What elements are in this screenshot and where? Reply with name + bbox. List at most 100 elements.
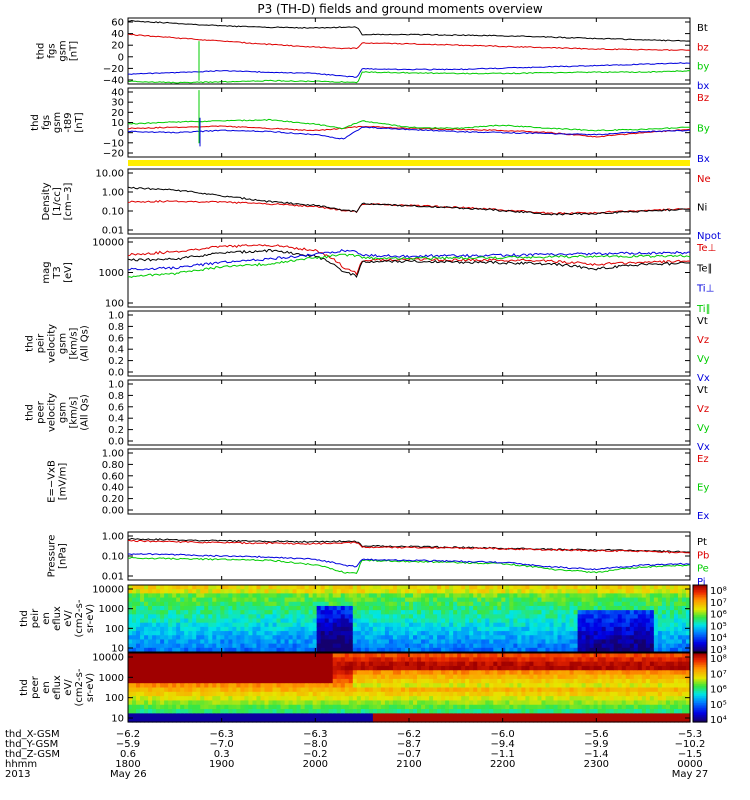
- spectrogram-cell: [493, 614, 498, 620]
- spectrogram-cell: [368, 601, 374, 607]
- spectrogram-cell: [152, 589, 157, 594]
- spectrogram-cell: [665, 665, 671, 671]
- spectrogram-cell: [216, 678, 221, 684]
- spectrogram-cell: [184, 687, 189, 693]
- spectrogram-cell: [232, 661, 237, 667]
- spectrogram-cell: [140, 585, 145, 590]
- spectrogram-cell: [316, 585, 322, 590]
- spectrogram-cell: [140, 626, 145, 632]
- spectrogram-cell: [529, 647, 535, 653]
- spectrogram-cell: [348, 696, 354, 702]
- spectrogram-cell: [461, 713, 466, 719]
- spectrogram-cell: [581, 605, 587, 611]
- spectrogram-cell: [677, 704, 683, 710]
- spectrogram-cell: [352, 610, 358, 615]
- spectrogram-cell: [641, 605, 647, 611]
- spectrogram-cell: [481, 691, 486, 697]
- spectrogram-cell: [216, 683, 221, 689]
- spectrogram-cell: [136, 674, 141, 680]
- spectrogram-cell: [304, 661, 310, 667]
- spectrogram-cell: [661, 622, 667, 628]
- spectrogram-cell: [553, 589, 559, 594]
- spectrogram-cell: [573, 597, 579, 603]
- spectrogram-cell: [521, 704, 527, 710]
- spectrogram-cell: [368, 585, 374, 590]
- spectrogram-cell: [485, 618, 490, 624]
- spectrogram-cell: [128, 687, 133, 693]
- y-tick-label: 0: [118, 52, 124, 63]
- spectrogram-cell: [493, 665, 498, 671]
- spectrogram-cell: [477, 589, 482, 594]
- spectrogram-cell: [461, 704, 466, 710]
- spectrogram-cell: [449, 626, 454, 632]
- spectrogram-cell: [388, 709, 394, 714]
- spectrogram-cell: [336, 614, 342, 620]
- spectrogram-cell: [437, 704, 442, 710]
- spectrogram-cell: [200, 643, 205, 649]
- series-line-Ni: [127, 186, 690, 216]
- spectrogram-cell: [569, 683, 575, 689]
- spectrogram-cell: [661, 683, 667, 689]
- spectrogram-cell: [160, 687, 165, 693]
- spectrogram-cell: [332, 713, 338, 719]
- spectrogram-cell: [649, 687, 655, 693]
- spectrogram-cell: [481, 657, 486, 663]
- spectrogram-cell: [433, 670, 438, 676]
- spectrogram-cell: [445, 661, 450, 667]
- spectrogram-cell: [577, 657, 583, 663]
- spectrogram-cell: [180, 631, 185, 636]
- spectrogram-cell: [541, 653, 547, 658]
- spectrogram-cell: [613, 601, 619, 607]
- spectrogram-cell: [344, 635, 350, 641]
- spectrogram-cell: [497, 626, 502, 632]
- spectrogram-cell: [192, 605, 197, 611]
- spectrogram-cell: [553, 643, 559, 649]
- spectrogram-cell: [188, 683, 193, 689]
- spectrogram-cell: [296, 647, 302, 653]
- spectrogram-cell: [629, 647, 635, 653]
- spectrogram-cell: [132, 589, 137, 594]
- spectrogram-cell: [312, 639, 318, 645]
- spectrogram-cell: [392, 605, 398, 611]
- spectrogram-cell: [453, 691, 458, 697]
- spectrogram-cell: [581, 665, 587, 671]
- spectrogram-cell: [593, 593, 599, 599]
- spectrogram-cell: [521, 683, 527, 689]
- spectrogram-cell: [324, 631, 330, 636]
- spectrogram-cell: [288, 678, 294, 684]
- spectrogram-cell: [372, 661, 378, 667]
- spectrogram-cell: [144, 674, 149, 680]
- spectrogram-cell: [665, 700, 671, 706]
- spectrogram-cell: [549, 670, 555, 676]
- spectrogram-cell: [549, 593, 555, 599]
- spectrogram-cell: [649, 631, 655, 636]
- spectrogram-cell: [473, 643, 478, 649]
- spectrogram-cell: [677, 631, 683, 636]
- spectrogram-cell: [537, 687, 543, 693]
- spectrogram-cell: [404, 713, 410, 719]
- spectrogram-cell: [316, 683, 322, 689]
- spectrogram-cell: [549, 614, 555, 620]
- spectrogram-cell: [352, 709, 358, 714]
- spectrogram-cell: [268, 589, 274, 594]
- spectrogram-cell: [388, 700, 394, 706]
- spectrogram-cell: [569, 687, 575, 693]
- spectrogram-cell: [372, 635, 378, 641]
- spectrogram-cell: [629, 709, 635, 714]
- spectrogram-cell: [280, 696, 286, 702]
- spectrogram-cell: [156, 653, 161, 658]
- spectrogram-cell: [252, 610, 258, 615]
- spectrogram-cell: [200, 674, 205, 680]
- spectrogram-cell: [449, 618, 454, 624]
- spectrogram-cell: [268, 622, 274, 628]
- spectrogram-cell: [132, 643, 137, 649]
- spectrogram-cell: [481, 670, 486, 676]
- spectrogram-cell: [248, 661, 254, 667]
- spectrogram-cell: [156, 657, 161, 663]
- spectrogram-cell: [140, 589, 145, 594]
- spectrogram-cell: [396, 700, 402, 706]
- spectrogram-cell: [537, 683, 543, 689]
- spectrogram-cell: [477, 678, 482, 684]
- spectrogram-cell: [649, 691, 655, 697]
- spectrogram-cell: [212, 639, 217, 645]
